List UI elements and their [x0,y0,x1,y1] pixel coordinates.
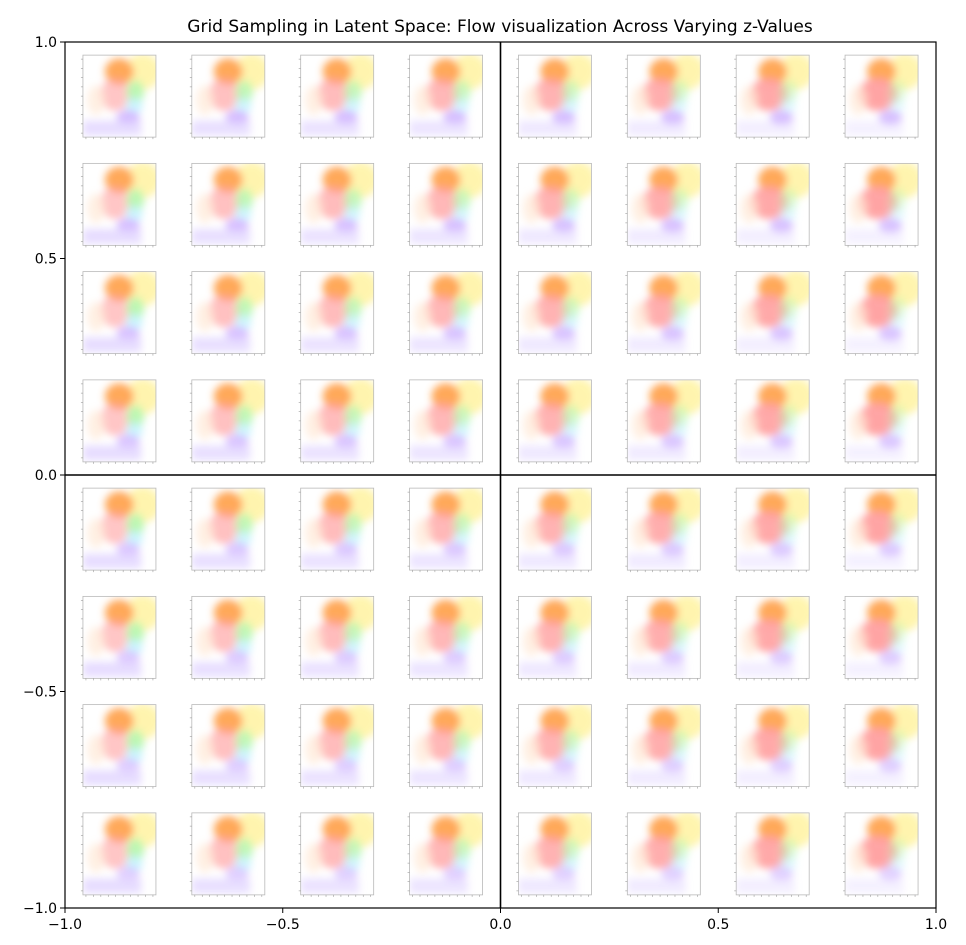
sample-tile [843,54,919,140]
sample-tile [625,162,701,248]
sample-tile [516,162,592,248]
sample-tile [80,271,157,356]
sample-tile [298,595,375,681]
sample-tile [189,162,266,248]
sample-tile [80,162,157,248]
sample-tile [189,379,266,464]
sample-tile [298,379,375,464]
sample-tile [80,812,157,897]
sample-tile [80,379,157,464]
sample-tile [516,379,592,464]
y-tick-label: 0.5 [35,252,57,268]
sample-tile [843,487,919,573]
sample-tile [516,812,592,897]
y-tick-label: 0.0 [35,468,57,484]
sample-tile [516,54,592,140]
x-tick-label: −0.5 [266,917,300,933]
sample-tile [80,595,157,681]
sample-tile [80,54,157,140]
sample-tile [843,379,919,464]
y-tick-label: −0.5 [23,685,57,701]
sample-tile [843,704,919,789]
sample-tile [734,595,810,681]
sample-tile [516,271,592,356]
sample-tile [625,54,701,140]
sample-tile [189,271,266,356]
sample-tile [843,162,919,248]
sample-tile [189,487,266,573]
x-tick-label: 0.5 [707,917,729,933]
sample-tile [516,704,592,789]
sample-tile [843,812,919,897]
sample-tile [298,812,375,897]
sample-tile [734,271,810,356]
sample-tile [843,271,919,356]
sample-tile [298,487,375,573]
y-tick-label: −1.0 [23,901,57,917]
sample-tile [734,54,810,140]
y-tick-label: 1.0 [35,35,57,51]
sample-tile [734,162,810,248]
sample-tile [407,595,483,681]
sample-tile [298,162,375,248]
sample-tile [80,704,157,789]
sample-tile [407,271,483,356]
sample-tile [734,487,810,573]
sample-tile [407,812,483,897]
sample-tile [625,379,701,464]
sample-tile [625,595,701,681]
x-axis-ticks: −1.0 −0.5 0.0 0.5 1.0 [48,908,947,933]
sample-tiles [80,54,919,897]
sample-tile [734,379,810,464]
sample-tile [298,704,375,789]
sample-tile [734,704,810,789]
sample-tile [407,379,483,464]
sample-tile [298,54,375,140]
sample-tile [625,487,701,573]
y-axis-ticks: 1.0 0.5 0.0 −0.5 −1.0 [23,35,65,917]
sample-tile [189,595,266,681]
sample-tile [625,271,701,356]
sample-tile [843,595,919,681]
sample-tile [407,162,483,248]
sample-tile [189,704,266,789]
sample-tile [80,487,157,573]
sample-tile [407,54,483,140]
sample-tile [516,595,592,681]
sample-tile [516,487,592,573]
sample-tile [298,271,375,356]
x-tick-label: 1.0 [925,917,947,933]
x-tick-label: 0.0 [489,917,511,933]
quadrant-lines [65,42,936,908]
sample-tile [625,812,701,897]
sample-tile [407,487,483,573]
chart-title: Grid Sampling in Latent Space: Flow visu… [187,17,813,37]
x-tick-label: −1.0 [48,917,82,933]
sample-tile [407,704,483,789]
sample-tile [189,54,266,140]
sample-tile [189,812,266,897]
sample-tile [625,704,701,789]
sample-tile [734,812,810,897]
